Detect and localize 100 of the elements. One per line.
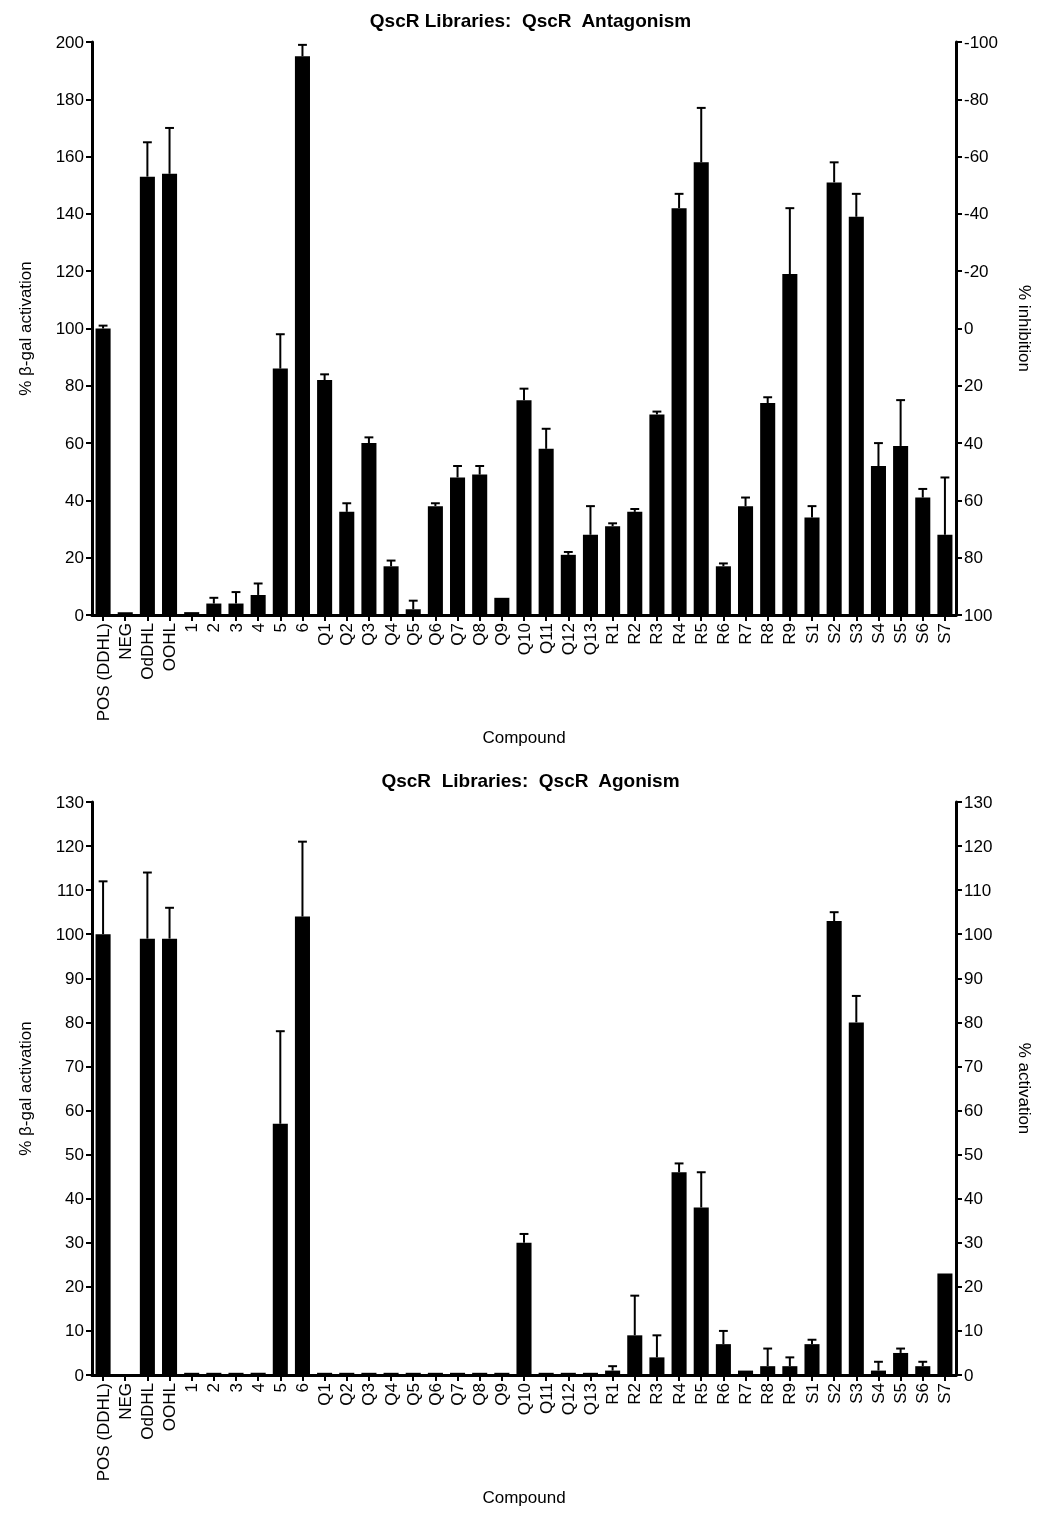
x-tick-label: Q8	[470, 623, 490, 646]
x-tick-label: S1	[802, 1383, 822, 1404]
x-axis-title: Compound	[482, 728, 566, 748]
x-tick-label: R8	[758, 1383, 778, 1405]
x-tick-label: 6	[292, 623, 312, 633]
y-tick-label: 70	[65, 1056, 84, 1076]
x-tick-label: Q8	[470, 1383, 490, 1406]
y-tick-label: 90	[65, 968, 84, 988]
y-tick-label: 60	[65, 1101, 84, 1121]
x-tick-label: R8	[758, 623, 778, 645]
x-tick-label: POS (DDHL)	[93, 1383, 113, 1482]
x-tick-label: S3	[846, 623, 866, 644]
y-tick-label: 0	[74, 1365, 84, 1385]
x-tick-label: Q5	[403, 1383, 423, 1406]
y-tick-label: 80	[65, 1012, 84, 1032]
x-tick-label: Q11	[536, 1383, 556, 1414]
x-tick-label: R3	[647, 1383, 667, 1405]
y-tick-label: 160	[55, 147, 84, 167]
y-tick-label: 30	[65, 1233, 84, 1253]
x-tick-label: Q1	[315, 623, 335, 646]
y-tick-label: 140	[55, 204, 84, 224]
x-tick-label: 5	[270, 623, 290, 633]
x-tick-label: Q13	[580, 1383, 600, 1416]
y-tick-label: 40	[65, 490, 84, 510]
x-tick-label: S6	[913, 623, 933, 644]
x-tick-label: R2	[625, 1383, 645, 1405]
y2-tick-label: 60	[964, 1101, 983, 1121]
x-tick-label: R5	[691, 1383, 711, 1405]
x-tick-label: S4	[868, 623, 888, 644]
x-tick-label: S6	[913, 1383, 933, 1404]
x-tick-label: S1	[802, 623, 822, 644]
x-tick-label: Q3	[359, 1383, 379, 1406]
chart-title: QscR Libraries: QscR Agonism	[381, 770, 680, 791]
x-tick-label: Q10	[514, 623, 534, 656]
y2-tick-label: 20	[964, 1277, 983, 1297]
y2-tick-label: 70	[964, 1056, 983, 1076]
y-axis-title: % β-gal activation	[16, 1021, 35, 1156]
x-tick-label: 5	[270, 1383, 290, 1393]
x-tick-label: S2	[824, 1383, 844, 1404]
x-tick-label: Q4	[381, 1383, 401, 1406]
y2-tick-label: 100	[964, 924, 993, 944]
x-tick-label: S5	[891, 623, 911, 644]
y2-tick-label: -80	[964, 89, 989, 109]
y-tick-label: 0	[74, 605, 84, 625]
x-tick-label: R4	[669, 1383, 689, 1405]
x-tick-label: Q11	[536, 623, 556, 654]
y2-tick-label: 90	[964, 968, 983, 988]
x-tick-label: Q6	[425, 1383, 445, 1406]
y2-tick-label: 10	[964, 1321, 983, 1341]
y-tick-label: 50	[65, 1145, 84, 1165]
x-tick-label: R1	[603, 1383, 623, 1405]
y2-tick-label: -20	[964, 261, 989, 281]
x-tick-label: S7	[935, 1383, 955, 1404]
y2-tick-label: 100	[964, 605, 993, 625]
x-tick-label: R9	[780, 623, 800, 645]
y-tick-label: 120	[55, 261, 84, 281]
y2-tick-label: -40	[964, 204, 989, 224]
y2-tick-label: 0	[964, 1365, 974, 1385]
y2-tick-label: 40	[964, 433, 983, 453]
y2-tick-label: 80	[964, 1012, 983, 1032]
x-tick-label: R7	[736, 1383, 756, 1405]
y-tick-label: 130	[55, 792, 84, 812]
x-tick-label: Q3	[359, 623, 379, 646]
y-tick-label: 200	[55, 32, 84, 52]
x-tick-label: Q5	[403, 623, 423, 646]
x-tick-label: 1	[182, 1383, 202, 1393]
y2-tick-label: 130	[964, 792, 993, 812]
y-axis-title: % β-gal activation	[16, 261, 35, 396]
x-tick-label: 4	[248, 623, 268, 633]
x-tick-label: R6	[713, 623, 733, 645]
x-tick-label: OdDHL	[137, 623, 157, 680]
y2-tick-label: -100	[964, 32, 999, 52]
x-tick-label: 3	[226, 1383, 246, 1393]
x-tick-label: Q1	[315, 1383, 335, 1406]
x-tick-label: Q12	[558, 1383, 578, 1416]
x-tick-label: OOHL	[160, 1383, 180, 1432]
x-tick-label: Q9	[492, 1383, 512, 1406]
x-tick-label: NEG	[115, 623, 135, 660]
y2-tick-label: -60	[964, 147, 989, 167]
x-tick-label: 2	[204, 1383, 224, 1393]
y2-axis-title: % activation	[1015, 1042, 1034, 1135]
x-tick-label: 1	[182, 623, 202, 633]
x-tick-label: OdDHL	[137, 1383, 157, 1440]
x-tick-label: 3	[226, 623, 246, 633]
x-tick-label: S2	[824, 623, 844, 644]
y-tick-label: 100	[55, 319, 84, 338]
y-tick-label: 100	[55, 924, 84, 944]
x-tick-label: R9	[780, 1383, 800, 1405]
y2-axis-title: % inhibition	[1015, 285, 1034, 372]
x-tick-label: Q7	[448, 1383, 468, 1406]
x-tick-label: S3	[846, 1383, 866, 1404]
x-tick-label: R7	[736, 623, 756, 645]
y-tick-label: 10	[65, 1321, 84, 1341]
y2-tick-label: 120	[964, 836, 993, 856]
x-axis-title: Compound	[482, 1488, 566, 1508]
y2-tick-label: 110	[964, 880, 992, 900]
x-tick-label: OOHL	[160, 623, 180, 672]
y-tick-label: 110	[56, 880, 84, 900]
y2-tick-label: 0	[964, 319, 974, 338]
y2-tick-label: 30	[964, 1233, 983, 1253]
